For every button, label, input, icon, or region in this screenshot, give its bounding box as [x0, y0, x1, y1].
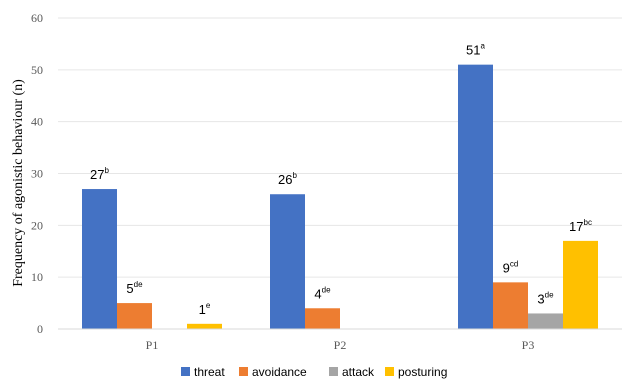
bar-threat-P3 — [458, 64, 493, 330]
y-tick-label: 60 — [31, 11, 43, 25]
x-category-label: P1 — [146, 338, 159, 352]
bar-avoidance-P1 — [117, 303, 152, 329]
data-label-value: 4 — [314, 286, 321, 301]
data-label: 17bc — [569, 218, 592, 234]
data-label-superscript: de — [134, 280, 143, 289]
bar-attack-P3 — [528, 313, 563, 329]
bar-avoidance-P3 — [493, 282, 528, 329]
y-tick-label: 0 — [37, 322, 43, 336]
legend-swatch-avoidance — [239, 367, 248, 376]
bars — [82, 64, 598, 330]
legend-swatch-posturing — [385, 367, 394, 376]
bar-threat-P1 — [82, 189, 117, 329]
data-label-superscript: b — [293, 171, 298, 180]
data-label: 51a — [466, 42, 485, 58]
data-label-superscript: cd — [510, 259, 518, 268]
data-label-superscript: b — [105, 166, 110, 175]
data-label-value: 3 — [537, 291, 544, 306]
legend-label-posturing: posturing — [398, 365, 447, 379]
data-label-superscript: bc — [584, 218, 592, 227]
data-label-value: 51 — [466, 43, 480, 58]
data-label-superscript: e — [206, 301, 211, 310]
data-label-superscript: de — [545, 290, 554, 299]
data-label: 3de — [537, 290, 554, 306]
legend-label-threat: threat — [194, 365, 225, 379]
data-label: 9cd — [503, 259, 519, 275]
y-tick-label: 10 — [31, 270, 43, 284]
y-tick-label: 30 — [31, 167, 43, 181]
y-axis-ticks: 0 10 20 30 40 50 60 — [31, 11, 43, 336]
data-label: 5de — [126, 280, 143, 296]
y-tick-label: 40 — [31, 115, 43, 129]
legend-label-attack: attack — [342, 365, 375, 379]
data-label: 26b — [278, 171, 297, 187]
data-label: 4de — [314, 285, 331, 301]
legend-swatch-attack — [329, 367, 338, 376]
legend: threat avoidance attack posturing — [181, 365, 447, 379]
x-axis-categories: P1 P2 P3 — [146, 338, 535, 352]
x-category-label: P2 — [334, 338, 347, 352]
data-label-value: 27 — [90, 167, 104, 182]
data-label-value: 26 — [278, 172, 292, 187]
gridlines — [58, 17, 622, 278]
data-label-superscript: a — [481, 42, 486, 51]
bar-threat-P2 — [270, 194, 305, 329]
y-tick-label: 50 — [31, 63, 43, 77]
bar-posturing-P3 — [563, 240, 598, 329]
data-label-value: 1 — [199, 302, 206, 317]
legend-swatch-threat — [181, 367, 190, 376]
y-tick-label: 20 — [31, 218, 43, 232]
data-label-value: 17 — [569, 219, 583, 234]
x-category-label: P3 — [522, 338, 535, 352]
bar-avoidance-P2 — [305, 308, 340, 329]
data-label: 27b — [90, 166, 109, 182]
bar-posturing-P1 — [187, 323, 222, 329]
data-label-value: 9 — [503, 260, 510, 275]
data-label: 1e — [199, 301, 211, 317]
data-label-superscript: de — [322, 285, 331, 294]
y-axis-label: Frequency of agonistic behaviour (n) — [11, 79, 26, 287]
legend-label-avoidance: avoidance — [252, 365, 307, 379]
data-label-value: 5 — [126, 281, 133, 296]
